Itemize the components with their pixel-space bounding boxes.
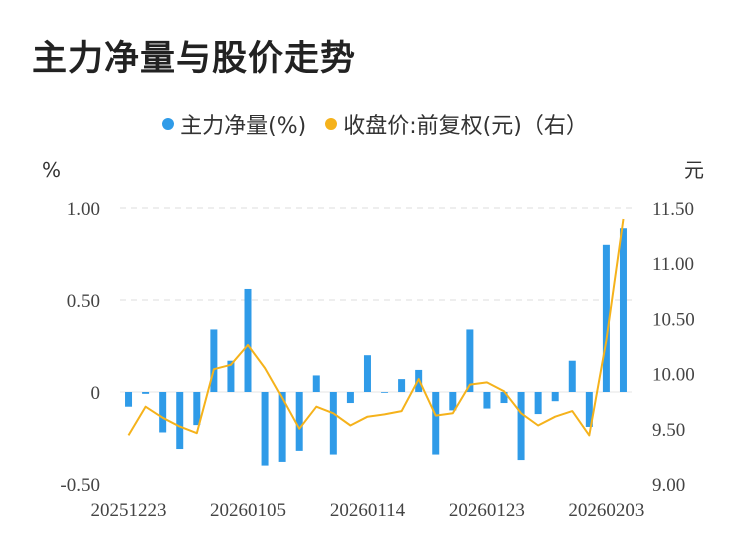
bar	[227, 360, 235, 392]
bar	[568, 360, 576, 392]
bar	[534, 392, 542, 415]
x-tick-label: 20251223	[91, 500, 167, 521]
bar	[159, 392, 167, 433]
left-axis-unit: %	[42, 158, 61, 182]
bar	[244, 288, 252, 392]
legend: 主力净量(%) 收盘价:前复权(元)（右）	[0, 108, 750, 140]
right-axis-ticks: 11.50 11.00 10.50 10.00 9.50 9.00	[652, 199, 695, 496]
bar	[602, 244, 610, 392]
legend-label-net-volume: 主力净量(%)	[180, 114, 307, 139]
bar	[363, 355, 371, 392]
right-tick-label: 9.50	[652, 420, 685, 441]
legend-label-close-price: 收盘价:前复权(元)（右）	[343, 114, 588, 139]
bar	[295, 392, 303, 451]
bar	[312, 375, 320, 392]
legend-item-net-volume[interactable]: 主力净量(%)	[162, 108, 306, 140]
right-tick-label: 11.50	[652, 199, 694, 220]
bar	[125, 392, 133, 407]
right-tick-label: 10.00	[652, 365, 695, 386]
bar	[261, 392, 269, 466]
x-tick-label: 20260203	[568, 500, 644, 521]
bar	[517, 392, 525, 461]
x-tick-label: 20260105	[210, 500, 286, 521]
right-tick-label: 11.00	[652, 254, 694, 275]
bar	[176, 392, 184, 450]
bar	[449, 392, 457, 411]
left-tick-label: 1.00	[67, 199, 100, 220]
line-series	[127, 218, 625, 437]
left-tick-label: 0	[91, 383, 101, 404]
bar	[398, 379, 406, 392]
bar	[142, 392, 150, 394]
bar	[193, 392, 201, 426]
legend-dot-blue	[162, 118, 175, 130]
right-tick-label: 10.50	[652, 309, 695, 330]
right-tick-label: 9.00	[652, 475, 685, 496]
right-axis-unit: 元	[684, 158, 704, 182]
left-tick-label: 0.50	[67, 291, 100, 312]
chart-title: 主力净量与股价走势	[32, 39, 357, 79]
bar	[466, 329, 474, 392]
bar	[500, 392, 508, 404]
bar-series	[125, 228, 627, 466]
bar	[381, 392, 389, 393]
bar	[483, 392, 491, 409]
x-tick-label: 20260114	[330, 500, 406, 521]
bar	[278, 392, 286, 462]
bar	[432, 392, 440, 455]
bar	[551, 392, 559, 402]
legend-item-close-price[interactable]: 收盘价:前复权(元)（右）	[325, 108, 588, 140]
left-tick-label: -0.50	[60, 475, 100, 496]
bar	[346, 392, 354, 404]
bar	[585, 392, 593, 427]
x-tick-label: 20260123	[449, 500, 525, 521]
price-line	[127, 218, 625, 437]
left-axis-ticks: 1.00 0.50 0 -0.50	[60, 199, 100, 496]
x-axis-ticks: 20251223 20260105 20260114 20260123 20260203	[91, 500, 645, 521]
grid-lines	[120, 207, 632, 393]
legend-dot-yellow	[325, 118, 338, 130]
bar	[619, 228, 627, 392]
bar	[210, 329, 218, 392]
bar	[329, 392, 337, 455]
